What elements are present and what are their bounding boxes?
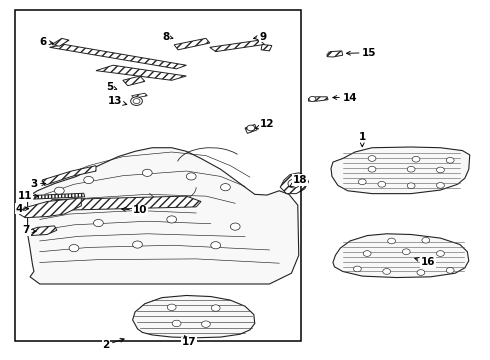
Polygon shape xyxy=(333,234,469,278)
Text: 1: 1 xyxy=(359,132,366,147)
Circle shape xyxy=(54,187,64,194)
Text: 4: 4 xyxy=(15,204,29,214)
Text: 6: 6 xyxy=(40,37,53,47)
Text: 7: 7 xyxy=(23,225,36,235)
Circle shape xyxy=(437,183,444,188)
Polygon shape xyxy=(52,39,69,46)
Circle shape xyxy=(309,96,316,102)
Text: 18: 18 xyxy=(290,175,307,187)
Polygon shape xyxy=(133,296,255,338)
Circle shape xyxy=(383,269,391,274)
Circle shape xyxy=(84,176,94,184)
Circle shape xyxy=(378,181,386,187)
Circle shape xyxy=(368,166,376,172)
Circle shape xyxy=(412,156,420,162)
Text: 3: 3 xyxy=(30,179,46,189)
Circle shape xyxy=(230,223,240,230)
Circle shape xyxy=(143,169,152,176)
Text: 13: 13 xyxy=(107,96,127,106)
Circle shape xyxy=(247,125,255,131)
Polygon shape xyxy=(96,65,186,80)
Polygon shape xyxy=(42,166,96,185)
Text: 14: 14 xyxy=(333,93,357,103)
Text: 8: 8 xyxy=(162,32,173,41)
Polygon shape xyxy=(245,125,257,134)
Polygon shape xyxy=(309,97,328,101)
Circle shape xyxy=(211,305,220,311)
Circle shape xyxy=(133,99,140,104)
Circle shape xyxy=(186,173,196,180)
Polygon shape xyxy=(327,51,343,57)
Circle shape xyxy=(131,97,143,105)
Text: 11: 11 xyxy=(18,191,38,201)
Circle shape xyxy=(446,267,454,273)
Bar xyxy=(15,10,301,341)
Circle shape xyxy=(358,179,366,185)
Circle shape xyxy=(407,183,415,189)
Polygon shape xyxy=(49,44,186,69)
Polygon shape xyxy=(280,173,309,194)
Polygon shape xyxy=(261,44,272,51)
Circle shape xyxy=(446,157,454,163)
Polygon shape xyxy=(210,40,265,51)
Text: 17: 17 xyxy=(181,336,196,347)
Circle shape xyxy=(133,241,143,248)
Circle shape xyxy=(417,270,425,275)
Circle shape xyxy=(353,266,361,272)
Polygon shape xyxy=(19,198,81,218)
Polygon shape xyxy=(18,193,85,200)
Text: 9: 9 xyxy=(254,32,267,41)
Circle shape xyxy=(167,304,176,311)
Text: 5: 5 xyxy=(106,82,117,92)
Polygon shape xyxy=(27,226,57,235)
Circle shape xyxy=(220,184,230,191)
Polygon shape xyxy=(123,76,145,86)
Text: 16: 16 xyxy=(415,257,436,267)
Circle shape xyxy=(437,251,444,256)
Text: 2: 2 xyxy=(102,338,124,350)
Text: 10: 10 xyxy=(122,206,147,216)
Circle shape xyxy=(288,179,300,188)
Text: 15: 15 xyxy=(346,48,377,58)
Circle shape xyxy=(437,167,444,173)
Polygon shape xyxy=(27,148,299,284)
Circle shape xyxy=(69,244,79,252)
Polygon shape xyxy=(331,147,470,194)
Circle shape xyxy=(363,251,371,256)
Circle shape xyxy=(172,320,181,327)
Polygon shape xyxy=(132,93,147,98)
Circle shape xyxy=(402,249,410,255)
Circle shape xyxy=(407,166,415,172)
Polygon shape xyxy=(47,196,201,211)
Circle shape xyxy=(422,237,430,243)
Polygon shape xyxy=(174,39,210,50)
Text: 12: 12 xyxy=(256,120,274,129)
Circle shape xyxy=(388,238,395,244)
Circle shape xyxy=(94,220,103,226)
Circle shape xyxy=(201,321,210,327)
Circle shape xyxy=(211,242,220,249)
Circle shape xyxy=(368,156,376,161)
Circle shape xyxy=(167,216,176,223)
